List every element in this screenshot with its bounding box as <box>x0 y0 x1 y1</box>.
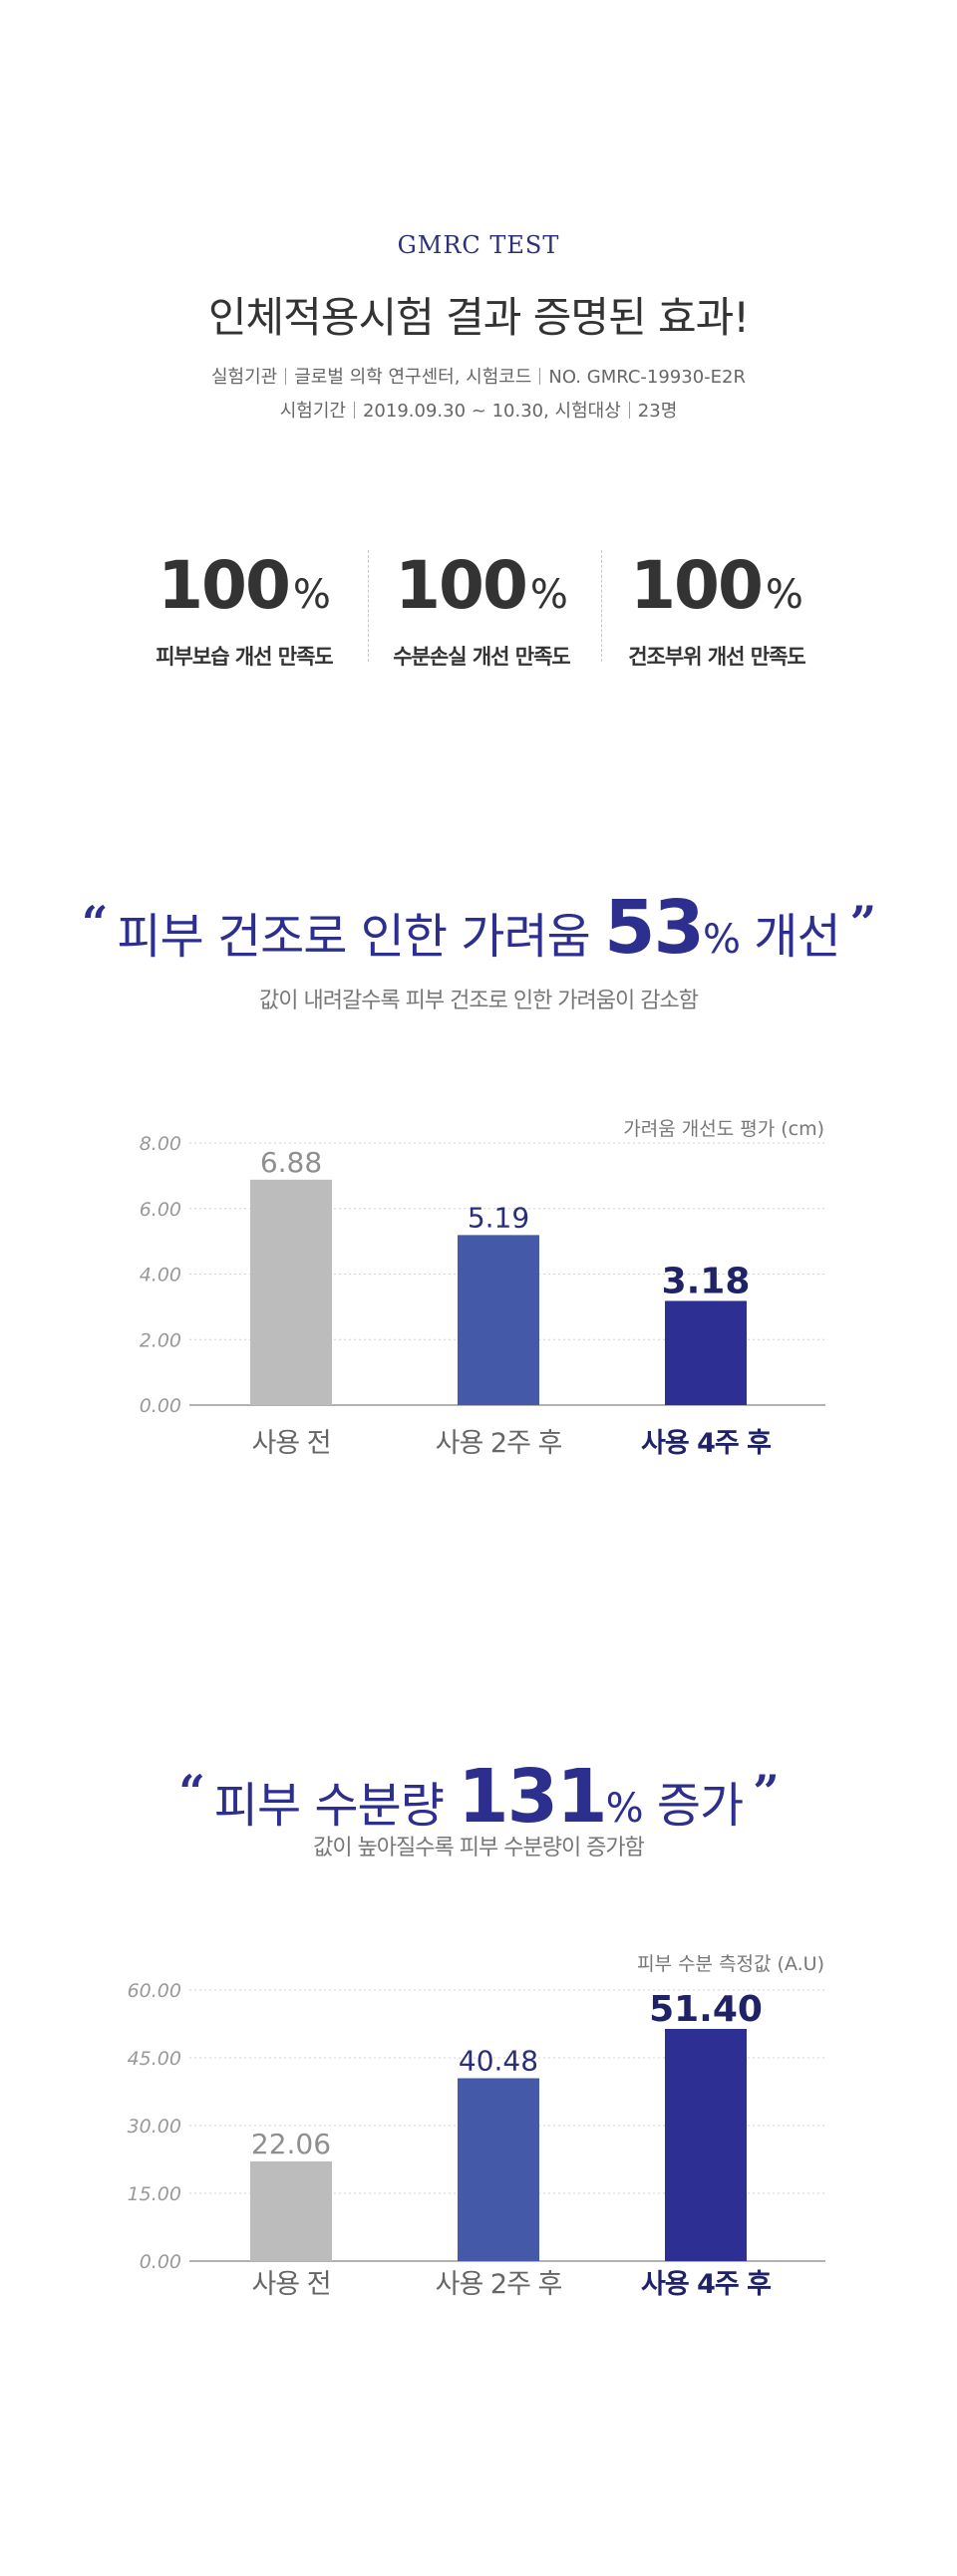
chart1-bar-2 <box>665 1300 747 1405</box>
info-institution-value: 글로벌 의학 연구센터, 시험코드 <box>294 367 532 388</box>
info-line-1: 실험기관 글로벌 의학 연구센터, 시험코드 NO. GMRC-19930-E2R <box>0 363 957 389</box>
separator <box>353 402 355 419</box>
chart1-y-tick-label: 6.00 <box>140 1199 181 1221</box>
chart1-value-label-2: 3.18 <box>662 1261 751 1301</box>
chart1-category-before: 사용 전 <box>251 1428 331 1459</box>
separator <box>539 368 541 385</box>
info-label-institution: 실험기관 <box>210 367 278 388</box>
stat-value: 100% <box>630 547 803 624</box>
close-quote: ” <box>849 896 876 950</box>
chart1-value-label-1: 5.19 <box>468 1201 529 1234</box>
open-quote: “ <box>178 1765 204 1819</box>
info-label-period: 시험기간 <box>279 401 346 422</box>
stat-label: 수분손실 개선 만족도 <box>393 645 571 669</box>
subtitle-moisture: 값이 높아질수록 피부 수분량이 증가함 <box>313 1836 645 1860</box>
brand-label: GMRC TEST <box>397 231 560 259</box>
chart1-category-2wk: 사용 2주 후 <box>435 1428 563 1459</box>
chart1-unit-note: 가려움 개선도 평가 (cm) <box>623 1118 824 1140</box>
headline-itch: “피부 건조로 인한 가려움 53% 개선” <box>81 885 876 971</box>
stat-label: 건조부위 개선 만족도 <box>628 645 806 669</box>
stat-water-loss: 100% 수분손실 개선 만족도 <box>362 546 601 671</box>
separator <box>285 368 287 385</box>
info-subjects: 23명 <box>637 401 678 422</box>
stat-dry-area: 100% 건조부위 개선 만족도 <box>597 546 836 671</box>
stat-value: 100% <box>158 547 331 624</box>
chart2-category-2wk: 사용 2주 후 <box>435 2269 563 2300</box>
page-title: 인체적용시험 결과 증명된 효과! <box>207 293 750 342</box>
stat-divider <box>601 550 602 662</box>
info-period-value: 2019.09.30 ~ 10.30, 시험대상 <box>362 401 621 422</box>
chart2-bar-1 <box>458 2078 539 2261</box>
chart2-value-label-2: 51.40 <box>649 1989 763 2030</box>
subtitle-itch: 값이 내려갈수록 피부 건조로 인한 가려움이 감소함 <box>258 989 699 1013</box>
chart1-y-tick-label: 2.00 <box>140 1329 181 1351</box>
chart2-unit-note: 피부 수분 측정값 (A.U) <box>637 1953 824 1975</box>
chart1-category-4wk: 사용 4주 후 <box>641 1428 772 1459</box>
info-test-code: NO. GMRC-19930-E2R <box>548 367 746 388</box>
chart2-y-tick-label: 30.00 <box>128 2116 181 2138</box>
stat-label: 피부보습 개선 만족도 <box>156 645 334 669</box>
chart1-y-tick-label: 8.00 <box>140 1133 181 1155</box>
headline-moisture: “피부 수분량 131% 증가” <box>178 1754 779 1840</box>
chart2-value-label-0: 22.06 <box>251 2128 331 2160</box>
chart1-bar-1 <box>458 1235 539 1405</box>
chart2-y-tick-label: 45.00 <box>128 2048 181 2070</box>
info-line-2: 시험기간 2019.09.30 ~ 10.30, 시험대상 23명 <box>0 397 957 423</box>
chart2-bar-2 <box>665 2028 747 2261</box>
chart2-value-label-1: 40.48 <box>459 2044 538 2077</box>
chart1-value-label-0: 6.88 <box>260 1146 322 1179</box>
chart1-y-tick-label: 0.00 <box>140 1395 181 1417</box>
chart2-bar-0 <box>250 2160 332 2261</box>
close-quote: ” <box>753 1765 779 1819</box>
chart1-bar-0 <box>250 1179 332 1405</box>
open-quote: “ <box>81 896 108 950</box>
stat-divider <box>368 550 369 662</box>
stat-moisture: 100% 피부보습 개선 만족도 <box>125 546 364 671</box>
chart2-category-4wk: 사용 4주 후 <box>641 2269 772 2300</box>
chart1-y-tick-label: 4.00 <box>140 1265 181 1287</box>
chart2-category-before: 사용 전 <box>251 2269 331 2300</box>
stat-value: 100% <box>395 547 568 624</box>
chart2-y-tick-label: 60.00 <box>128 1980 181 2002</box>
chart2-y-tick-label: 15.00 <box>128 2183 181 2205</box>
separator <box>628 402 630 419</box>
